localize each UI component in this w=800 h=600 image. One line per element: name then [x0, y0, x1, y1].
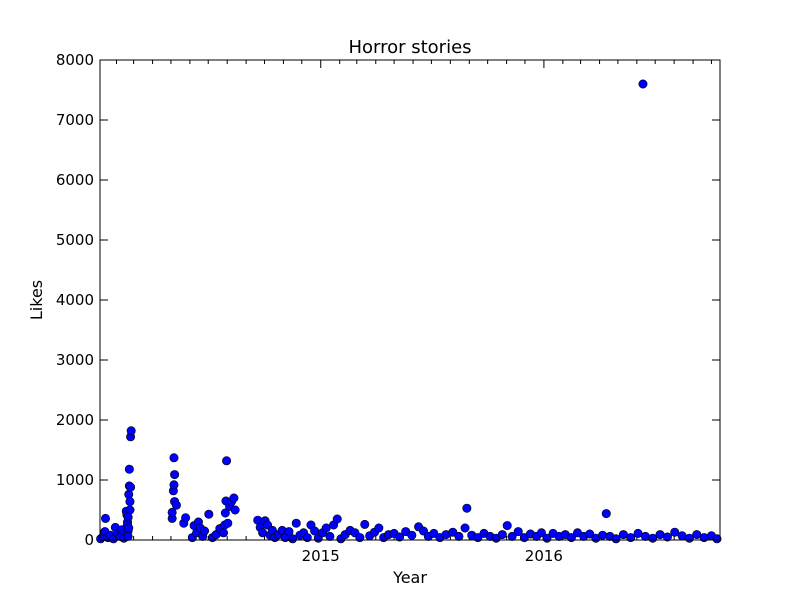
data-point — [462, 503, 472, 513]
data-point — [223, 518, 233, 528]
y-tick-label: 0 — [84, 531, 94, 549]
data-point — [169, 480, 179, 490]
x-axis-label: Year — [392, 568, 427, 587]
y-axis-label: Likes — [27, 280, 46, 320]
data-point — [429, 528, 439, 538]
data-point — [124, 464, 134, 474]
data-point — [497, 530, 507, 540]
data-point — [355, 533, 365, 543]
data-point — [181, 513, 191, 523]
data-point — [611, 534, 621, 544]
data-point — [126, 426, 136, 436]
data-point — [230, 505, 240, 515]
data-point — [360, 519, 370, 529]
data-point — [204, 509, 214, 519]
y-tick-label: 1000 — [56, 471, 94, 489]
data-point — [123, 531, 133, 541]
data-point — [507, 531, 517, 541]
data-point — [598, 530, 608, 540]
data-point — [284, 527, 294, 537]
data-point — [374, 523, 384, 533]
data-point — [626, 533, 636, 543]
y-tick-label: 3000 — [56, 351, 94, 369]
data-point — [125, 497, 135, 507]
data-point — [513, 527, 523, 537]
data-point — [123, 512, 133, 522]
y-tick-label: 7000 — [56, 111, 94, 129]
data-point — [585, 529, 595, 539]
x-tick-label: 2015 — [302, 547, 340, 565]
data-point — [670, 527, 680, 537]
data-point — [229, 493, 239, 503]
data-point — [222, 456, 232, 466]
y-tick-label: 5000 — [56, 231, 94, 249]
plot-frame — [99, 59, 721, 541]
data-point — [638, 79, 648, 89]
y-tick-label: 8000 — [56, 51, 94, 69]
data-point — [407, 530, 417, 540]
data-point — [220, 508, 230, 518]
data-point — [332, 514, 342, 524]
data-point — [640, 531, 650, 541]
data-point — [536, 528, 546, 538]
data-point — [325, 531, 335, 541]
y-tick-label: 2000 — [56, 411, 94, 429]
data-point — [448, 527, 458, 537]
data-point — [395, 532, 405, 542]
chart-title: Horror stories — [348, 37, 471, 58]
data-point — [712, 534, 722, 544]
data-point — [101, 513, 111, 523]
data-point — [170, 470, 180, 480]
data-point — [302, 533, 312, 543]
data-point — [124, 523, 134, 533]
axis-ticks: 0 1000 2000 3000 4000 5000 6000 7000 8000 2015 201… — [56, 51, 720, 565]
data-point — [662, 532, 672, 542]
data-point — [167, 507, 177, 517]
data-point — [219, 528, 229, 538]
data-point — [291, 518, 301, 528]
x-tick-label: 2016 — [525, 547, 563, 565]
data-point — [502, 521, 512, 531]
data-point — [460, 523, 470, 533]
data-point — [699, 533, 709, 543]
data-point — [454, 531, 464, 541]
data-point — [171, 500, 181, 510]
y-tick-label: 6000 — [56, 171, 94, 189]
data-point — [126, 482, 136, 492]
data-point — [601, 509, 611, 519]
data-point — [200, 526, 210, 536]
data-points — [96, 79, 722, 544]
data-point — [169, 453, 179, 463]
y-tick-label: 4000 — [56, 291, 94, 309]
data-point — [288, 534, 298, 544]
